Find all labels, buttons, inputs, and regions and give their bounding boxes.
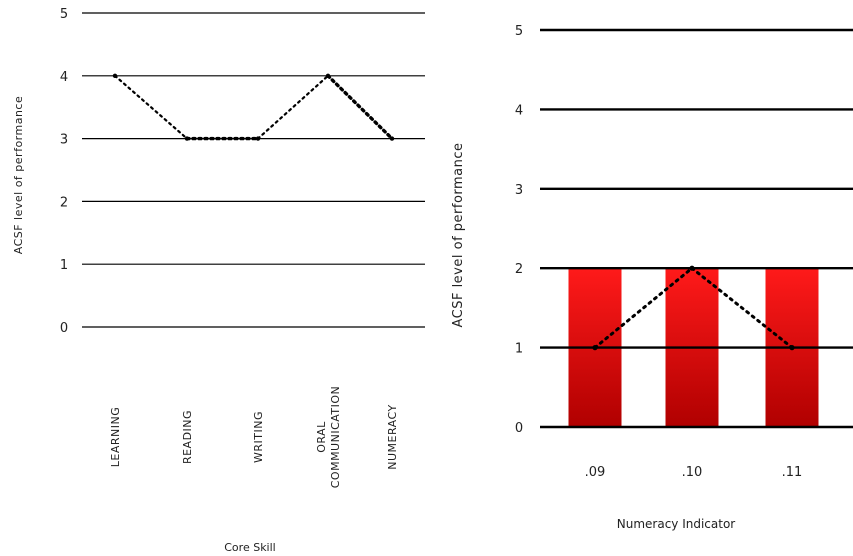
right-data-point bbox=[592, 345, 598, 351]
left-y-tick-label: 2 bbox=[60, 195, 68, 210]
numeracy-indicator-chart: 0 1 2 3 4 5 .09 .10 .11 ACSF level of performan… bbox=[451, 24, 853, 531]
left-data-point bbox=[389, 136, 395, 141]
left-series-line bbox=[112, 73, 395, 141]
right-y-axis-label: ACSF level of performance bbox=[451, 142, 466, 327]
left-y-tick-labels: 0 1 2 3 4 5 bbox=[60, 7, 68, 336]
left-x-tick-labels: LEARNING READING WRITING ORAL COMMUNICATION N… bbox=[109, 386, 399, 489]
left-y-tick-label: 0 bbox=[60, 321, 68, 336]
left-data-point bbox=[112, 73, 118, 79]
left-y-tick-label: 1 bbox=[60, 258, 68, 273]
right-y-tick-label: 3 bbox=[515, 183, 523, 198]
right-x-tick-label: .11 bbox=[782, 465, 803, 480]
right-y-tick-label: 5 bbox=[515, 24, 523, 39]
left-x-tick-label: READING bbox=[181, 410, 194, 464]
left-y-tick-label: 3 bbox=[60, 133, 68, 148]
left-x-tick-text: COMMUNICATION bbox=[329, 386, 342, 489]
left-x-tick-text: WRITING bbox=[252, 411, 265, 463]
core-skill-chart: 0 1 2 3 4 5 LEARNING READING WRITING ORAL COMMUNI… bbox=[12, 7, 425, 554]
right-y-tick-labels: 0 1 2 3 4 5 bbox=[515, 24, 523, 436]
left-gridlines bbox=[82, 12, 425, 328]
left-data-point bbox=[255, 136, 261, 141]
left-data-point bbox=[184, 136, 190, 141]
right-x-axis-label: Numeracy Indicator bbox=[617, 517, 736, 531]
right-data-point bbox=[789, 345, 795, 351]
left-line-segment bbox=[326, 74, 394, 141]
left-x-tick-label: LEARNING bbox=[109, 407, 122, 467]
right-line-segment bbox=[593, 266, 694, 350]
left-x-tick-text: NUMERACY bbox=[386, 404, 399, 469]
left-x-tick-text: READING bbox=[181, 410, 194, 464]
left-x-tick-text: ORAL bbox=[315, 421, 328, 453]
left-x-tick-label: ORAL COMMUNICATION bbox=[315, 386, 342, 489]
right-x-tick-labels: .09 .10 .11 bbox=[585, 465, 803, 480]
right-line-segment bbox=[690, 266, 794, 350]
left-y-tick-label: 5 bbox=[60, 7, 68, 22]
right-y-tick-label: 1 bbox=[515, 342, 523, 357]
left-line-segment bbox=[113, 74, 189, 140]
right-x-tick-label: .09 bbox=[585, 465, 606, 480]
left-line-segment bbox=[256, 74, 330, 140]
right-gridlines bbox=[540, 28, 853, 429]
left-x-tick-label: NUMERACY bbox=[386, 404, 399, 469]
left-x-tick-label: WRITING bbox=[252, 411, 265, 463]
right-data-point bbox=[689, 265, 695, 271]
left-x-axis-label: Core Skill bbox=[224, 541, 275, 554]
right-series-line bbox=[592, 265, 795, 351]
right-y-tick-label: 2 bbox=[515, 262, 523, 277]
right-x-tick-label: .10 bbox=[682, 465, 703, 480]
left-x-tick-text: LEARNING bbox=[109, 407, 122, 467]
right-y-tick-label: 0 bbox=[515, 421, 523, 436]
right-y-tick-label: 4 bbox=[515, 103, 523, 118]
left-y-axis-label: ACSF level of performance bbox=[12, 96, 25, 255]
left-y-tick-label: 4 bbox=[60, 70, 68, 85]
left-data-point bbox=[325, 73, 331, 79]
